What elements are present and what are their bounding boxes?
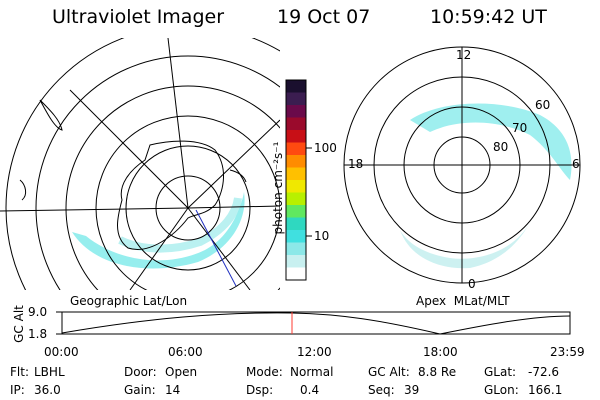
colorbar-cell bbox=[286, 80, 306, 93]
colorbar-cell bbox=[286, 255, 306, 268]
timeline-xtick-0: 00:00 bbox=[44, 345, 79, 359]
colorbar-cell bbox=[286, 230, 306, 243]
status-glat-value: -72.6 bbox=[528, 365, 560, 379]
status-glon-value: 166.1 bbox=[528, 383, 563, 397]
timeline-xtick-1: 06:00 bbox=[168, 345, 203, 359]
apex-lat-70: 70 bbox=[512, 121, 528, 135]
timeline-ytick-high: 9.0 bbox=[28, 305, 48, 319]
apex-mlt-bottom: 0 bbox=[468, 277, 476, 291]
status-seq-value: 39 bbox=[404, 383, 420, 397]
status-dsp-label: Dsp: bbox=[246, 383, 274, 397]
time-label: 10:59:42 UT bbox=[430, 6, 547, 28]
status-glat-label: GLat: bbox=[484, 365, 517, 379]
colorbar-cell bbox=[286, 192, 306, 206]
apex-lat-60: 60 bbox=[535, 98, 551, 112]
status-mode-value: Normal bbox=[290, 365, 334, 379]
timeline-xtick-3: 18:00 bbox=[423, 345, 458, 359]
colorbar-cell bbox=[286, 167, 306, 181]
apex-caption: Apex MLat/MLT bbox=[416, 294, 510, 308]
status-mode-label: Mode: bbox=[246, 365, 283, 379]
apex-polar-panel bbox=[343, 46, 581, 284]
timeline-ytick-low: 1.8 bbox=[28, 327, 48, 341]
apex-mlt-left: 18 bbox=[348, 157, 364, 171]
geo-caption: Geographic Lat/Lon bbox=[70, 294, 188, 308]
status-flt-label: Flt: bbox=[10, 365, 29, 379]
colorbar-tick-10: 10 bbox=[314, 229, 330, 243]
colorbar-cell bbox=[286, 205, 306, 218]
status-door-value: Open bbox=[165, 365, 198, 379]
status-gcalt-label: GC Alt: bbox=[368, 365, 410, 379]
colorbar-cell bbox=[286, 180, 306, 193]
timeline-xtick-2: 12:00 bbox=[297, 345, 332, 359]
colorbar-cell bbox=[286, 267, 306, 281]
altitude-timeline bbox=[56, 311, 571, 335]
status-dsp-value: 0.4 bbox=[300, 383, 320, 397]
colorbar-cell bbox=[286, 92, 306, 106]
geo-map-panel bbox=[0, 38, 280, 290]
status-gcalt-value: 8.8 Re bbox=[418, 365, 457, 379]
status-gain-value: 14 bbox=[165, 383, 181, 397]
app-title: Ultraviolet Imager bbox=[52, 6, 225, 28]
status-seq-label: Seq: bbox=[368, 383, 395, 397]
colorbar-cell bbox=[286, 155, 306, 168]
colorbar-cell bbox=[286, 242, 306, 256]
apex-lat-80: 80 bbox=[493, 140, 509, 154]
colorbar-cell bbox=[286, 142, 306, 156]
status-ip-label: IP: bbox=[10, 383, 25, 397]
status-ip-value: 36.0 bbox=[34, 383, 61, 397]
timeline-xtick-4: 23:59 bbox=[550, 345, 585, 359]
colorbar-unit-label: photon cm⁻²s⁻¹ bbox=[271, 141, 285, 235]
colorbar-tick-100: 100 bbox=[314, 141, 337, 155]
colorbar-cell bbox=[286, 217, 306, 231]
status-flt-value: LBHL bbox=[34, 365, 65, 379]
date-label: 19 Oct 07 bbox=[277, 6, 371, 28]
colorbar-cell bbox=[286, 117, 306, 131]
apex-mlt-top: 12 bbox=[456, 48, 472, 62]
timeline-axis-label: GC Alt bbox=[12, 305, 26, 343]
colorbar bbox=[285, 79, 312, 281]
apex-mlt-right: 6 bbox=[572, 157, 580, 171]
status-glon-label: GLon: bbox=[484, 383, 519, 397]
status-door-label: Door: bbox=[124, 365, 157, 379]
colorbar-cell bbox=[286, 105, 306, 118]
colorbar-cell bbox=[286, 130, 306, 143]
apex-aurora-oval bbox=[410, 103, 572, 180]
status-gain-label: Gain: bbox=[124, 383, 156, 397]
